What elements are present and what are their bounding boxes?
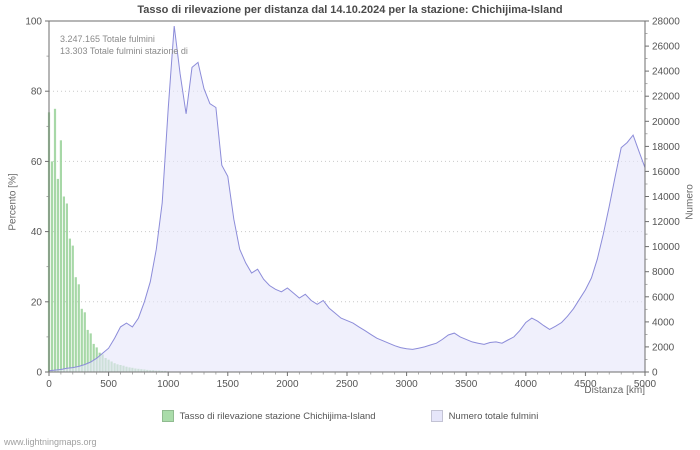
svg-text:100: 100	[25, 17, 42, 28]
svg-text:10000: 10000	[652, 242, 680, 253]
legend-label: Numero totale fulmini	[448, 410, 539, 422]
annotation-station-strikes: 13.303 Totale fulmini stazione di	[60, 46, 188, 56]
svg-text:2500: 2500	[336, 379, 359, 390]
svg-text:22000: 22000	[652, 92, 680, 103]
svg-text:0: 0	[36, 368, 42, 379]
svg-text:20: 20	[31, 297, 43, 308]
svg-text:40: 40	[31, 227, 43, 238]
svg-text:3500: 3500	[455, 379, 478, 390]
svg-text:500: 500	[100, 379, 117, 390]
svg-text:6000: 6000	[652, 292, 675, 303]
svg-text:28000: 28000	[652, 17, 680, 28]
svg-text:0: 0	[652, 368, 658, 379]
legend-swatch-green	[161, 410, 174, 422]
legend-swatch-lavender	[430, 410, 443, 422]
svg-text:0: 0	[46, 379, 52, 390]
totals-annotation: 3.247.165 Totale fulmini 13.303 Totale f…	[60, 33, 188, 57]
svg-text:8000: 8000	[652, 267, 675, 278]
svg-text:12000: 12000	[652, 217, 680, 228]
svg-text:26000: 26000	[652, 42, 680, 53]
svg-text:1500: 1500	[217, 379, 240, 390]
chart-title: Tasso di rilevazione per distanza dal 14…	[137, 4, 563, 16]
watermark-url: www.lightningmaps.org	[4, 437, 97, 447]
legend-item-detection-rate: Tasso di rilevazione stazione Chichijima…	[161, 410, 376, 422]
chart-legend: Tasso di rilevazione stazione Chichijima…	[0, 410, 700, 422]
svg-text:2000: 2000	[652, 342, 675, 353]
svg-text:80: 80	[31, 87, 43, 98]
svg-text:3000: 3000	[395, 379, 418, 390]
x-axis-label: Distanza [km]	[584, 385, 645, 396]
svg-text:14000: 14000	[652, 192, 680, 203]
annotation-total-strikes: 3.247.165 Totale fulmini	[60, 34, 155, 44]
svg-text:24000: 24000	[652, 67, 680, 78]
svg-text:2000: 2000	[276, 379, 299, 390]
legend-label: Tasso di rilevazione stazione Chichijima…	[179, 410, 376, 422]
svg-text:1000: 1000	[157, 379, 180, 390]
svg-text:60: 60	[31, 157, 43, 168]
svg-text:4000: 4000	[652, 317, 675, 328]
svg-text:4500: 4500	[574, 379, 597, 390]
svg-text:20000: 20000	[652, 117, 680, 128]
svg-text:16000: 16000	[652, 167, 680, 178]
legend-item-total-strikes: Numero totale fulmini	[430, 410, 539, 422]
svg-text:4000: 4000	[515, 379, 538, 390]
svg-text:18000: 18000	[652, 142, 680, 153]
svg-text:5000: 5000	[634, 379, 657, 390]
